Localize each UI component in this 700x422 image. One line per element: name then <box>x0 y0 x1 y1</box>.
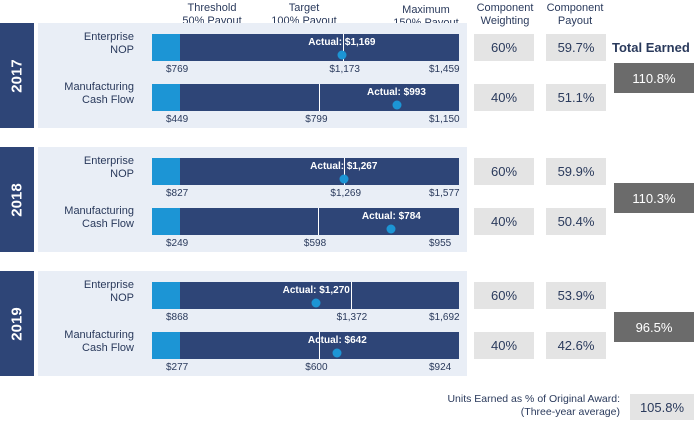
row-label: Enterprise NOP <box>83 279 134 304</box>
target-tick-label: $1,269 <box>330 188 362 199</box>
payout-bar: Actual: $1,267 <box>152 158 459 185</box>
maximum-tick-label: $1,692 <box>429 312 460 323</box>
actual-label: Actual: $993 <box>367 87 426 98</box>
actual-label: Actual: $784 <box>361 211 421 222</box>
year-label: 2018 <box>8 182 26 217</box>
total-earned-header: Total Earned <box>612 40 690 55</box>
actual-label: Actual: $642 <box>307 335 367 346</box>
threshold-segment <box>152 84 180 111</box>
payout-box: 59.7% <box>546 34 606 61</box>
payout-bar: Actual: $784 <box>152 208 459 235</box>
threshold-tick-label: $449 <box>166 114 189 125</box>
payout-box: 42.6% <box>546 332 606 359</box>
target-line <box>343 34 345 61</box>
row-label: Enterprise NOP <box>83 155 134 180</box>
target-line <box>319 332 321 359</box>
threshold-tick-label: $868 <box>166 312 189 323</box>
row-label: Manufacturing Cash Flow <box>64 81 134 106</box>
year-label: 2017 <box>8 58 26 93</box>
threshold-tick-label: $769 <box>166 64 189 75</box>
row-label: Manufacturing Cash Flow <box>64 205 134 230</box>
row-label: Manufacturing Cash Flow <box>64 329 134 354</box>
threshold-segment <box>152 332 180 359</box>
year-label: 2019 <box>8 306 26 341</box>
total-earned-box: 96.5% <box>614 312 694 342</box>
payout-box: 59.9% <box>546 158 606 185</box>
maximum-tick-label: $1,577 <box>429 188 460 199</box>
year-bar: 2019 <box>0 271 34 376</box>
total-earned-box: 110.8% <box>614 63 694 93</box>
weighting-header: Component Weighting <box>476 2 534 27</box>
row-label: Enterprise NOP <box>83 31 134 56</box>
units-earned-label: Units Earned as % of Original Award: (Th… <box>447 393 620 418</box>
weighting-box: 40% <box>474 208 534 235</box>
weighting-box: 40% <box>474 332 534 359</box>
threshold-tick-label: $277 <box>166 362 189 373</box>
actual-label: Actual: $1,270 <box>282 285 350 296</box>
threshold-segment <box>152 34 180 61</box>
year-bar: 2018 <box>0 147 34 252</box>
maximum-tick-label: $924 <box>429 362 452 373</box>
weighting-box: 60% <box>474 158 534 185</box>
actual-marker <box>392 100 401 110</box>
target-line <box>344 158 346 185</box>
target-tick-label: $799 <box>305 114 328 125</box>
actual-marker <box>339 174 349 184</box>
weighting-box: 60% <box>474 282 534 309</box>
maximum-tick-label: $955 <box>429 238 452 249</box>
target-tick-label: $600 <box>305 362 328 373</box>
threshold-tick-label: $249 <box>166 238 189 249</box>
actual-marker <box>311 298 321 308</box>
actual-marker <box>332 348 342 358</box>
threshold-segment <box>152 282 180 309</box>
threshold-tick-label: $827 <box>166 188 189 199</box>
actual-marker <box>386 224 396 234</box>
actual-label: Actual: $1,267 <box>310 161 378 172</box>
weighting-box: 60% <box>474 34 534 61</box>
payout-bar: Actual: $1,270 <box>152 282 459 309</box>
payout-bar: Actual: $642 <box>152 332 459 359</box>
threshold-segment <box>152 158 180 185</box>
payout-header: Component Payout <box>546 2 604 27</box>
target-line <box>319 84 321 111</box>
target-line <box>317 208 319 235</box>
actual-marker <box>337 50 347 60</box>
weighting-box: 40% <box>474 84 534 111</box>
maximum-tick-label: $1,459 <box>429 64 460 75</box>
payout-box: 50.4% <box>546 208 606 235</box>
units-earned-value: 105.8% <box>630 394 694 420</box>
target-tick-label: $1,372 <box>336 312 368 323</box>
total-earned-box: 110.3% <box>614 183 694 213</box>
payout-box: 53.9% <box>546 282 606 309</box>
maximum-tick-label: $1,150 <box>429 114 460 125</box>
target-line <box>350 282 352 309</box>
payout-bar: Actual: $993 <box>152 84 459 111</box>
payout-bar: Actual: $1,169 <box>152 34 459 61</box>
target-tick-label: $1,173 <box>329 64 360 75</box>
target-tick-label: $598 <box>303 238 327 249</box>
threshold-segment <box>152 208 180 235</box>
year-bar: 2017 <box>0 23 34 128</box>
payout-box: 51.1% <box>546 84 606 111</box>
actual-label: Actual: $1,169 <box>308 37 376 48</box>
